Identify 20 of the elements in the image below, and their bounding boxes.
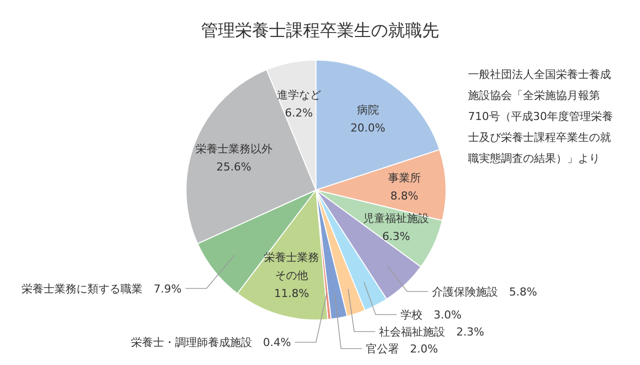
data-label: 20.0% (350, 121, 386, 134)
slice-label: 栄養士・調理師養成施設 0.4% (131, 336, 291, 350)
slice-label: 病院 (356, 103, 379, 116)
data-label: 11.8% (274, 286, 310, 300)
slice-label: 社会福祉施設 2.3% (379, 326, 484, 339)
slice-label: 事業所 (388, 172, 421, 185)
slice-label: 栄養士業務以外 (195, 142, 272, 156)
slice-label: 児童福祉施設 (363, 212, 430, 226)
slice-label: 介護保険施設 5.8% (432, 285, 538, 298)
slice-label: 栄養士業務その他 (264, 250, 320, 282)
data-label: 8.8% (390, 190, 418, 203)
slice-label: 進学など (276, 88, 321, 102)
slice-label: 栄養士業務に類する職業 7.9% (22, 282, 182, 296)
data-label: 6.2% (284, 106, 313, 120)
text: 一般社団法人全国栄養士養成施設協会「全栄施協月報第710号（平成30年度管理栄養士及び栄養士課程卒業生の就職実態調査の結果）」より (468, 67, 614, 167)
data-label: 25.6% (216, 160, 252, 174)
slice-label: 官公署 2.0% (366, 342, 438, 356)
slice-label: 学校 3.0% (400, 308, 462, 322)
chart-title: 管理栄養士課程卒業生の就職先 (201, 21, 439, 41)
data-label: 6.3% (382, 230, 410, 244)
